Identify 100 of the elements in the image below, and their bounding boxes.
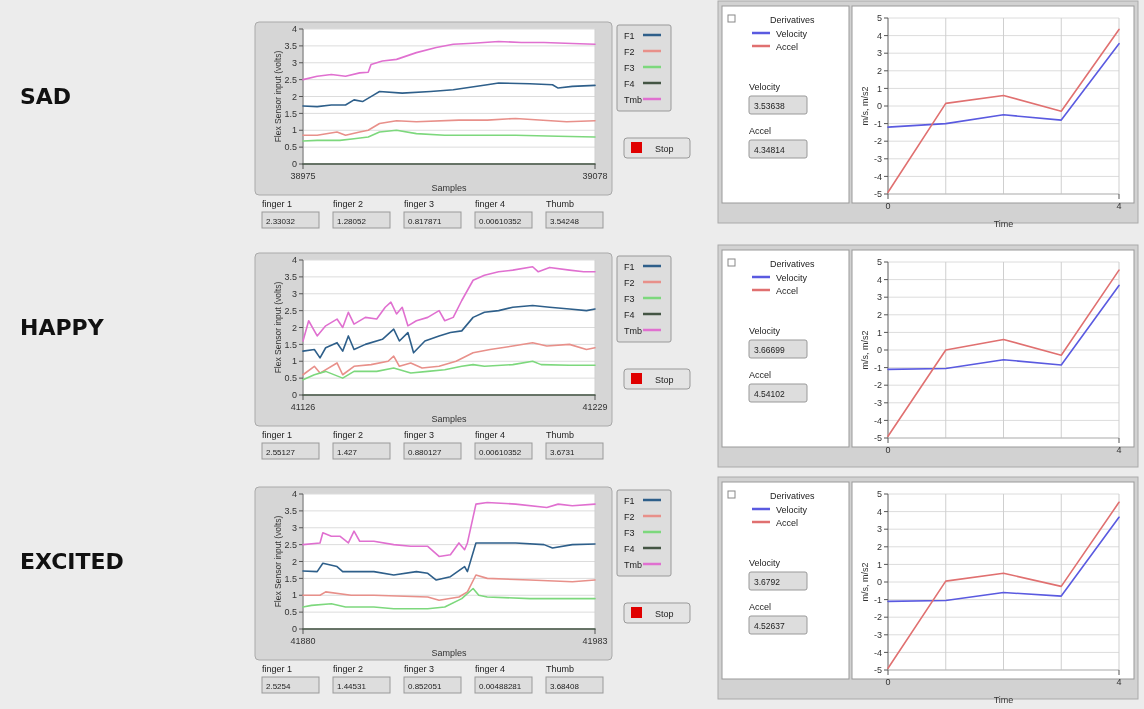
y-tick-label: -3	[873, 153, 882, 164]
text: Stop	[655, 375, 674, 385]
y-tick-label: 5	[876, 257, 882, 268]
line-series	[887, 284, 1120, 371]
x-tick-label: 41229	[582, 402, 608, 412]
y-tick-label: -4	[873, 171, 882, 182]
x-tick-label: 39078	[582, 171, 608, 181]
legend-label: F3	[624, 63, 635, 73]
y-tick-label: 2	[291, 91, 297, 102]
y-tick-label: 2	[291, 322, 297, 333]
legend-label: F4	[624, 310, 635, 320]
text: 4.34814	[754, 145, 785, 155]
legend-label: F1	[624, 31, 635, 41]
text: 1.44531	[337, 682, 367, 691]
legend-title: Derivatives	[770, 259, 816, 269]
y-tick-label: 1.5	[284, 339, 297, 350]
x-tick-label: 41983	[582, 636, 608, 646]
text: finger 2	[333, 664, 364, 674]
text: 3.68408	[550, 682, 580, 691]
legend-label: Tmb	[624, 95, 642, 105]
text: 0.852051	[408, 682, 442, 691]
y-tick-label: 1	[291, 125, 297, 136]
y-tick-label: 3	[876, 292, 882, 303]
y-tick-label: -3	[873, 629, 882, 640]
legend-label: F1	[624, 496, 635, 506]
text: 3.6792	[754, 577, 781, 587]
legend-label: F4	[624, 79, 635, 89]
text: finger 3	[404, 199, 435, 209]
y-tick-label: 1	[291, 590, 297, 601]
y-tick-label: 2	[876, 541, 882, 552]
legend-label: Tmb	[624, 326, 642, 336]
text: 1.427	[337, 448, 358, 457]
y-tick-label: 4	[291, 24, 297, 35]
text: Stop	[655, 609, 674, 619]
text: 0.00488281	[479, 682, 522, 691]
text: Stop	[655, 144, 674, 154]
x-axis-title: Time	[993, 695, 1014, 705]
text: 0.00610352	[479, 448, 522, 457]
x-tick-label: 38975	[290, 171, 316, 181]
text: finger 4	[475, 199, 506, 209]
y-tick-label: 0	[291, 159, 297, 170]
y-tick-label: 1.5	[284, 108, 297, 119]
y-tick-label: 2	[291, 556, 297, 567]
y-tick-label: 3.5	[284, 506, 297, 517]
text: finger 1	[262, 430, 293, 440]
line-series	[887, 501, 1120, 670]
text: finger 2	[333, 430, 364, 440]
x-axis-title: Samples	[431, 414, 468, 424]
text: 0.880127	[408, 448, 442, 457]
y-tick-label: -1	[873, 594, 882, 605]
legend-label: F2	[624, 47, 635, 57]
y-tick-label: 3	[876, 524, 882, 535]
y-tick-label: 0	[876, 101, 882, 112]
y-tick-label: -2	[873, 380, 882, 391]
y-tick-label: 0	[876, 577, 882, 588]
text: Thumb	[546, 664, 575, 674]
y-tick-label: -4	[873, 415, 882, 426]
line-series	[302, 501, 596, 558]
y-tick-label: 3.5	[284, 272, 297, 283]
y-axis-title: Flex Sensor input (volts)	[273, 50, 283, 143]
legend-label: F1	[624, 262, 635, 272]
y-tick-label: -3	[873, 397, 882, 408]
y-tick-label: 2.5	[284, 74, 297, 85]
text: Accel	[749, 126, 772, 136]
y-tick-label: 1	[876, 559, 882, 570]
y-tick-label: 5	[876, 489, 882, 500]
legend-label: Velocity	[776, 29, 808, 39]
legend-title: Derivatives	[770, 15, 816, 25]
legend-label: Accel	[776, 518, 799, 528]
legend-label: Tmb	[624, 560, 642, 570]
legend-label: F3	[624, 528, 635, 538]
legend-label: F2	[624, 512, 635, 522]
line-series	[302, 40, 596, 81]
y-tick-label: 2	[876, 309, 882, 320]
text: Thumb	[546, 430, 575, 440]
line-series	[302, 129, 596, 142]
legend-label: Accel	[776, 286, 799, 296]
y-tick-label: 4	[876, 30, 882, 41]
y-tick-label: -5	[873, 189, 882, 200]
legend-label: F3	[624, 294, 635, 304]
x-tick-label: 41126	[290, 402, 316, 412]
y-tick-label: 4	[876, 506, 882, 517]
text: Thumb	[546, 199, 575, 209]
text: Accel	[749, 602, 772, 612]
y-tick-label: 3	[291, 288, 297, 299]
text: SAD	[20, 84, 72, 109]
x-axis-title: Samples	[431, 648, 468, 658]
line-series	[887, 516, 1120, 603]
y-tick-label: 3	[876, 48, 882, 59]
y-tick-label: 1	[291, 356, 297, 367]
text: 4.54102	[754, 389, 785, 399]
y-tick-label: 1	[876, 83, 882, 94]
y-tick-label: 1.5	[284, 573, 297, 584]
text: 1.28052	[337, 217, 367, 226]
y-tick-label: 3	[291, 522, 297, 533]
line-series	[302, 587, 596, 610]
y-axis-title: m/s, m/s2	[860, 86, 870, 126]
y-axis-title: Flex Sensor input (volts)	[273, 281, 283, 374]
text: Velocity	[749, 326, 781, 336]
text: finger 3	[404, 664, 435, 674]
